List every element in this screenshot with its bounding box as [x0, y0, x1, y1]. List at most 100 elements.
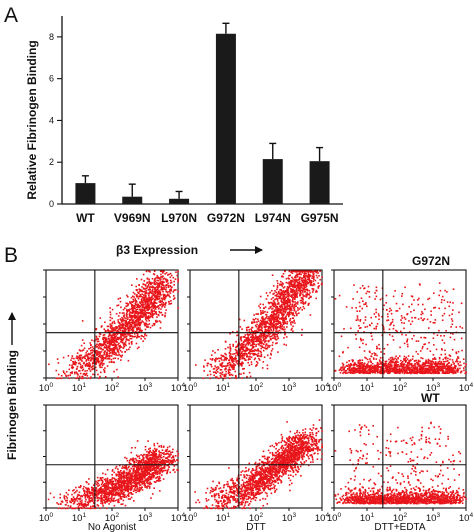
event-dot	[284, 317, 286, 319]
event-dot	[408, 361, 411, 363]
event-dot	[108, 346, 110, 349]
event-dot	[427, 358, 430, 361]
event-dot	[252, 318, 255, 321]
event-dot	[85, 359, 88, 361]
event-dot	[389, 357, 392, 359]
event-dot	[177, 278, 179, 280]
event-dot	[257, 348, 259, 350]
event-dot	[398, 365, 401, 367]
event-dot	[272, 304, 275, 307]
event-dot	[160, 289, 162, 291]
event-dot	[368, 350, 371, 353]
event-dot	[116, 350, 119, 353]
event-dot	[412, 364, 415, 367]
event-dot	[97, 359, 100, 362]
event-dot	[271, 302, 273, 304]
event-dot	[135, 306, 138, 309]
event-dot	[311, 277, 313, 279]
event-dot	[99, 375, 101, 378]
event-dot	[273, 320, 275, 322]
event-dot	[373, 327, 375, 330]
event-dot	[98, 353, 100, 355]
event-dot	[416, 363, 419, 366]
event-dot	[144, 294, 146, 296]
event-dot	[374, 298, 376, 300]
event-dot	[400, 369, 403, 371]
event-dot	[407, 345, 409, 348]
event-dot	[159, 270, 162, 273]
event-dot	[134, 307, 136, 310]
event-dot	[432, 366, 434, 368]
event-dot	[375, 370, 377, 372]
event-dot	[113, 336, 115, 339]
event-dot	[146, 277, 149, 280]
event-dot	[448, 372, 451, 374]
event-dot	[300, 270, 303, 273]
event-dot	[460, 364, 462, 367]
event-dot	[339, 371, 342, 374]
event-dot	[227, 346, 229, 349]
event-dot	[57, 373, 60, 376]
event-dot	[150, 311, 153, 313]
event-dot	[138, 319, 140, 321]
event-dot	[145, 307, 148, 309]
event-dot	[290, 329, 293, 331]
event-dot	[99, 333, 102, 335]
event-dot	[162, 272, 164, 274]
event-dot	[263, 332, 265, 335]
event-dot	[133, 296, 135, 298]
event-dot	[150, 296, 153, 299]
event-dot	[370, 316, 372, 319]
event-dot	[263, 325, 266, 328]
event-dot	[92, 359, 95, 361]
event-dot	[305, 285, 308, 287]
event-dot	[274, 298, 276, 301]
event-dot	[279, 310, 282, 312]
event-dot	[316, 276, 319, 279]
event-dot	[280, 309, 283, 312]
event-dot	[370, 361, 372, 363]
event-dot	[292, 307, 295, 309]
event-dot	[133, 335, 136, 338]
event-dot	[436, 367, 438, 370]
event-dot	[271, 311, 273, 314]
event-dot	[306, 292, 308, 294]
event-dot	[374, 368, 376, 370]
bar-l970n	[169, 198, 190, 204]
event-dot	[154, 282, 156, 285]
event-dot	[103, 334, 106, 336]
event-dot	[209, 370, 211, 373]
event-dot	[128, 310, 130, 312]
event-dot	[395, 361, 398, 364]
event-dot	[101, 349, 104, 351]
event-dot	[437, 361, 440, 363]
event-dot	[235, 360, 237, 362]
event-dot	[114, 340, 116, 342]
event-dot	[78, 356, 80, 359]
event-dot	[119, 312, 121, 314]
event-dot	[248, 331, 251, 333]
event-dot	[299, 291, 302, 293]
event-dot	[254, 334, 257, 337]
event-dot	[90, 349, 92, 352]
event-dot	[417, 361, 420, 363]
event-dot	[451, 368, 453, 370]
event-dot	[377, 371, 380, 373]
event-dot	[242, 352, 244, 355]
event-dot	[230, 373, 233, 376]
event-dot	[145, 292, 148, 294]
event-dot	[284, 322, 287, 324]
event-dot	[104, 330, 107, 333]
event-dot	[239, 350, 241, 353]
event-dot	[169, 272, 172, 275]
event-dot	[220, 357, 222, 359]
event-dot	[452, 302, 454, 304]
event-dot	[100, 359, 103, 361]
event-dot	[281, 282, 284, 284]
event-dot	[140, 298, 143, 301]
event-dot	[397, 361, 399, 363]
event-dot	[315, 270, 317, 273]
event-dot	[164, 306, 166, 308]
event-dot	[138, 306, 141, 309]
